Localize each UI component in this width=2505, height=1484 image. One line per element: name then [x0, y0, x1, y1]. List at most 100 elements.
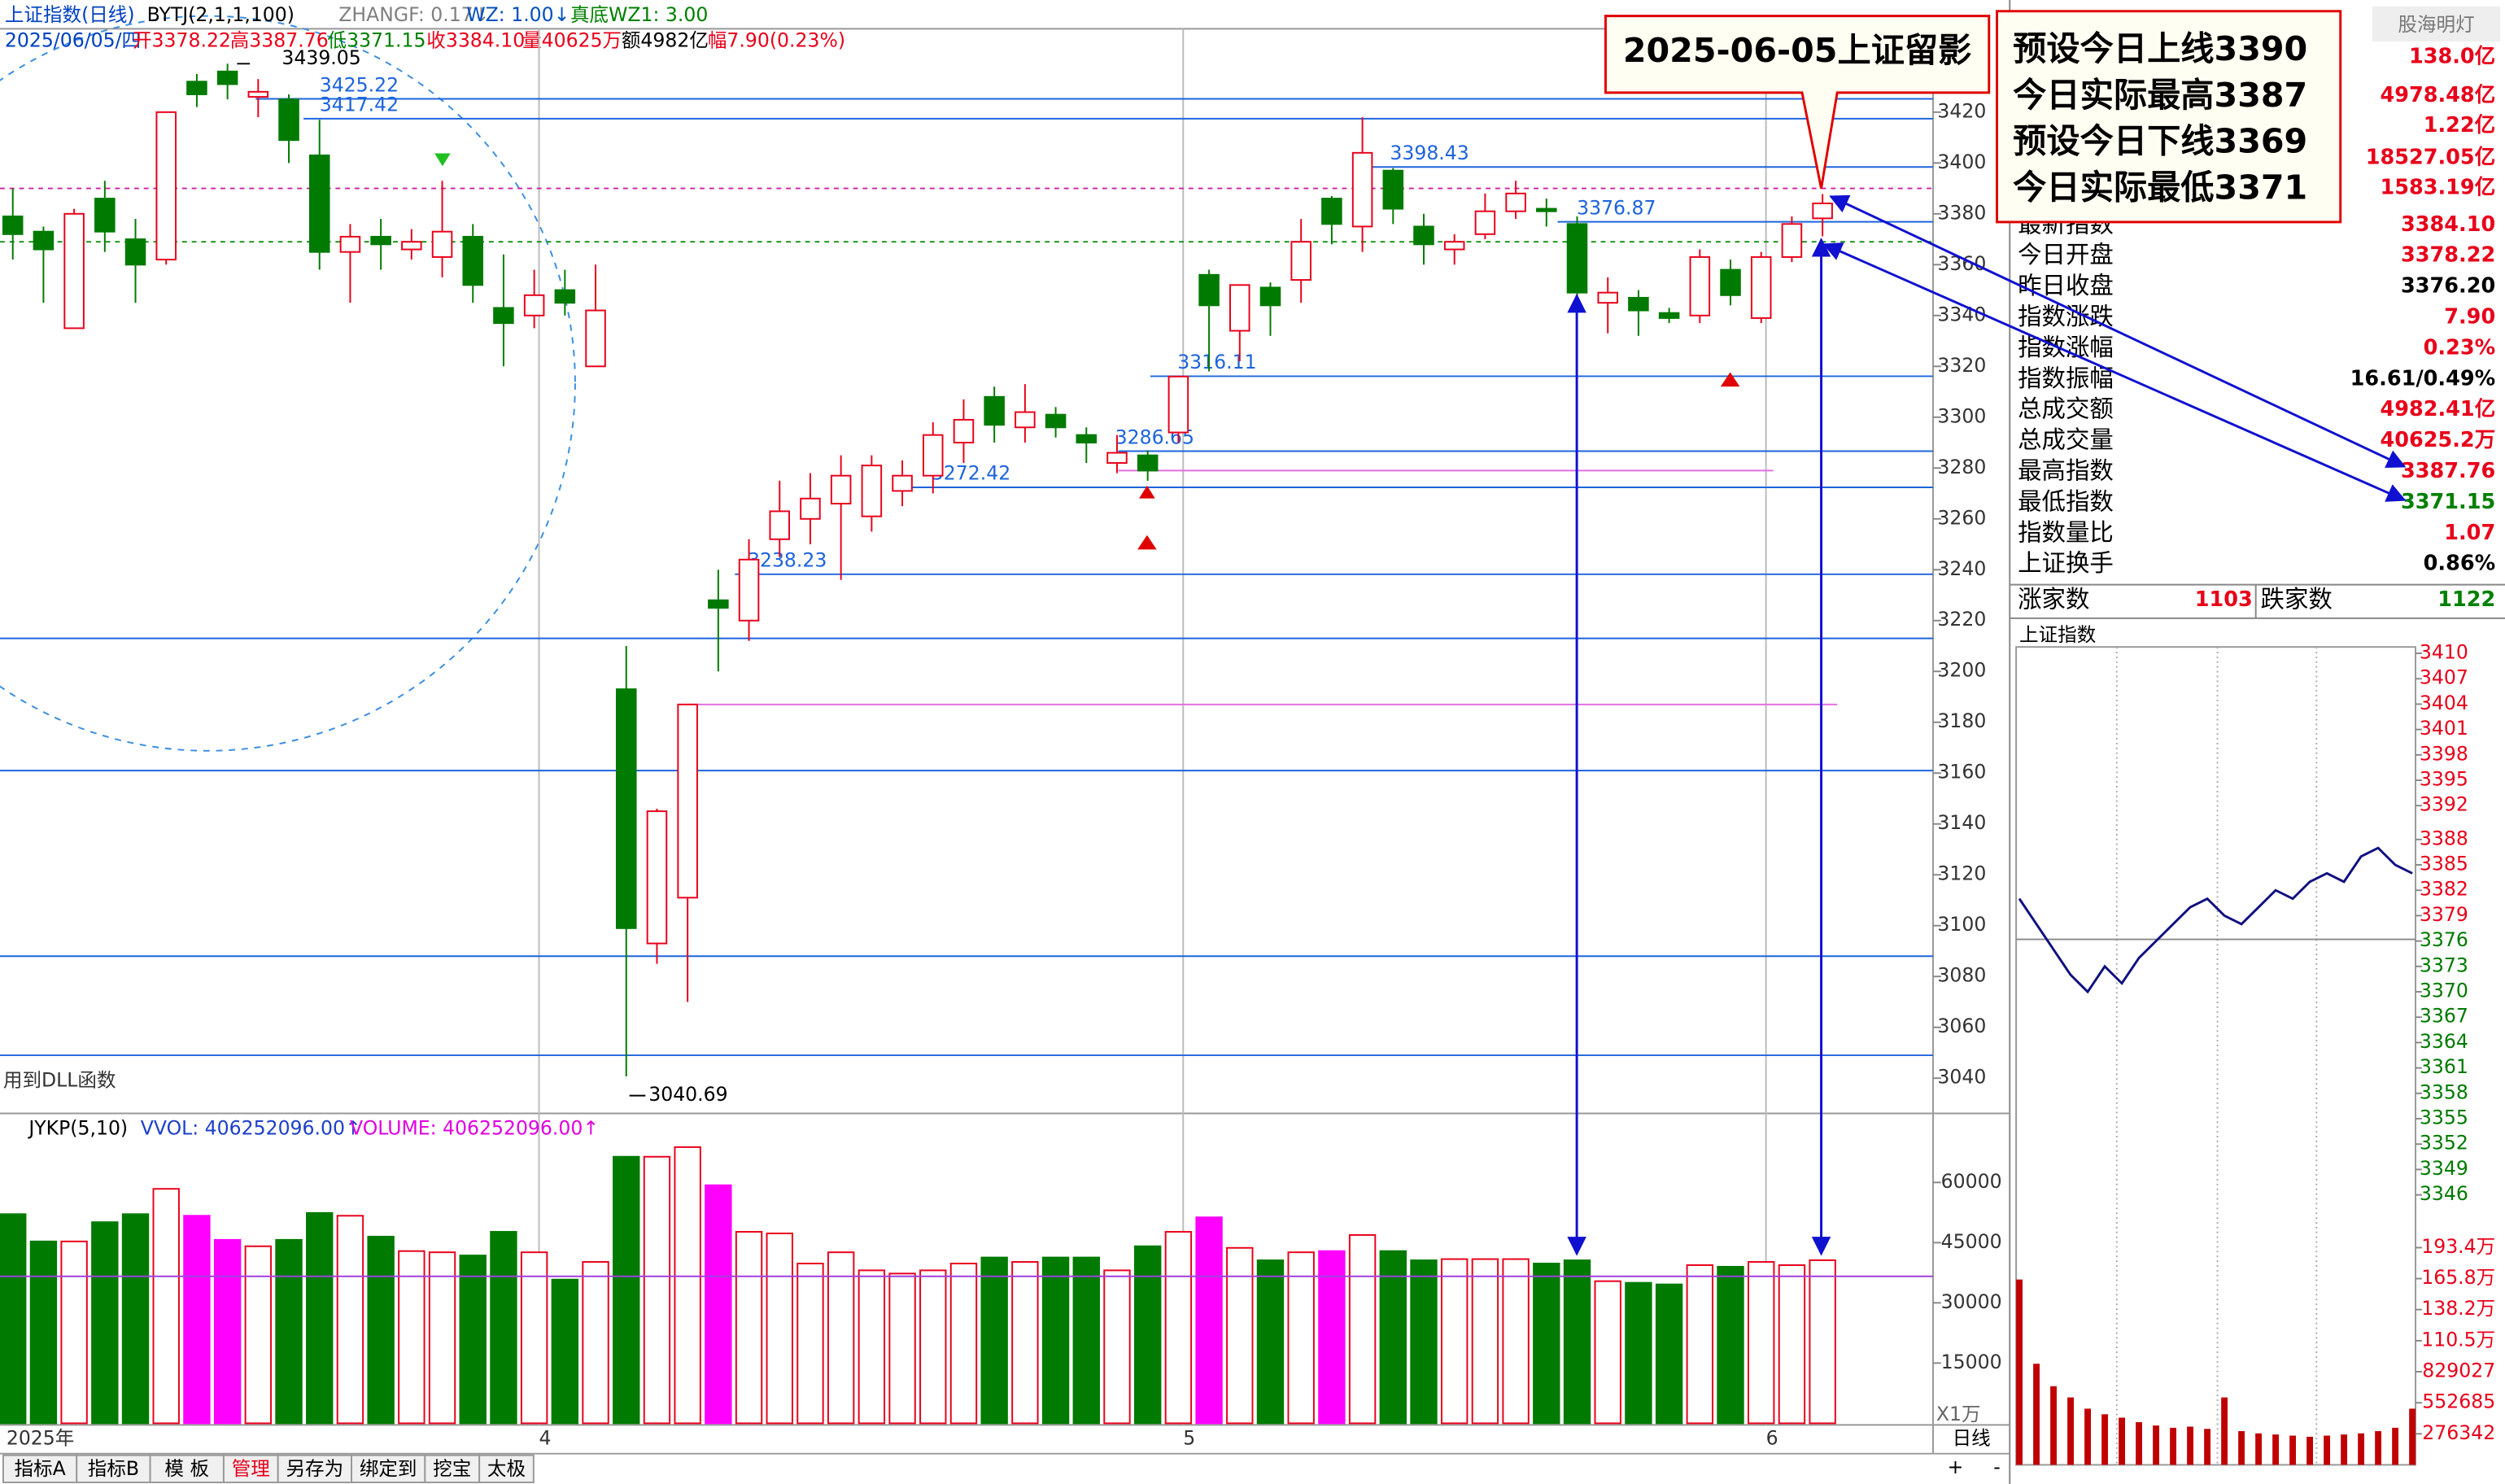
volume-bar — [1686, 1264, 1714, 1425]
toolbar-label[interactable]: 指标B — [88, 1457, 139, 1480]
y-tick-label: 193.4万 — [2421, 1235, 2495, 1258]
candle-body — [462, 235, 484, 286]
candle-body — [1597, 291, 1618, 304]
quote-value: 16.61/0.49% — [2350, 366, 2496, 391]
y-tick-label: 829027 — [2422, 1359, 2495, 1381]
chart-title: 上证指数(日线) — [5, 3, 135, 26]
candle-body — [861, 465, 883, 517]
level-label: 3425.22 — [320, 73, 399, 96]
toolbar-button[interactable] — [76, 1454, 151, 1484]
toolbar-button[interactable] — [222, 1454, 279, 1484]
y-tick-label: 3392 — [2420, 793, 2468, 816]
volume-bar — [1625, 1281, 1652, 1425]
y-tick-label: 60000 — [1941, 1170, 2002, 1193]
volume-bar — [735, 1231, 763, 1425]
candle-body — [1566, 223, 1588, 294]
candle-body — [33, 230, 55, 251]
intraday-volume — [2204, 1429, 2211, 1465]
toolbar-label[interactable]: 指标A — [14, 1457, 65, 1480]
volume-bar — [520, 1251, 548, 1425]
candle-body — [1628, 296, 1649, 312]
volume-bar — [306, 1211, 334, 1425]
volume-bar — [1318, 1250, 1346, 1425]
toolbar-label[interactable]: 模 板 — [164, 1457, 209, 1480]
toolbar-label[interactable]: 管理 — [232, 1457, 270, 1480]
candle-body — [278, 98, 299, 142]
volume-bar — [275, 1238, 303, 1425]
unit-label: X1万 — [1936, 1403, 1981, 1425]
y-tick-label: 3401 — [2420, 717, 2468, 740]
intraday-volume — [2136, 1421, 2142, 1465]
toolbar-button[interactable] — [424, 1454, 481, 1484]
volume-bar — [919, 1269, 947, 1425]
signal — [1720, 372, 1740, 387]
volume-bar — [1133, 1245, 1162, 1425]
zoom-button[interactable]: - — [1993, 1456, 2001, 1478]
volume-bar — [1778, 1264, 1806, 1425]
quote-label: 最高指数 — [2018, 456, 2114, 484]
callout-text: 预设今日上线3390 — [2013, 29, 2307, 68]
breadth-value: 1103 — [2195, 587, 2253, 612]
quote-label: 指数量比 — [2018, 518, 2114, 546]
toolbar-button[interactable] — [478, 1454, 535, 1484]
candle-body — [1658, 312, 1680, 319]
quote-value: 1.22亿 — [2424, 113, 2495, 137]
y-tick-label: 3420 — [1937, 99, 1986, 122]
volume-bar — [858, 1269, 886, 1425]
quote-value: 1.07 — [2444, 521, 2495, 545]
quote-label: 指数涨幅 — [2018, 334, 2114, 361]
candle-body — [830, 474, 852, 505]
candle-body — [1474, 210, 1496, 235]
zoom-button[interactable]: + — [1948, 1456, 1964, 1478]
toolbar-label[interactable]: 挖宝 — [433, 1457, 471, 1480]
volume-bar — [1011, 1261, 1039, 1425]
candle-body — [708, 599, 729, 609]
candle-body — [1198, 273, 1220, 307]
callout-text: 今日实际最低3371 — [2013, 168, 2307, 207]
volume-bar — [705, 1184, 732, 1425]
volume-bar — [674, 1146, 701, 1425]
y-tick-label: 3060 — [1937, 1015, 1986, 1037]
intraday-volume — [2084, 1408, 2091, 1465]
candle-body — [1536, 207, 1557, 212]
candle-body — [401, 241, 422, 251]
y-tick-label: 3140 — [1937, 811, 1986, 834]
volume-bar — [336, 1215, 364, 1425]
signal — [434, 153, 451, 167]
y-tick-label: 3361 — [2420, 1055, 2468, 1078]
volume-bar — [1809, 1259, 1836, 1425]
volume-bar — [1471, 1258, 1499, 1425]
y-tick-label: 3367 — [2420, 1005, 2468, 1028]
intraday-volume — [2289, 1435, 2297, 1465]
period-label: 日线 — [1953, 1427, 1991, 1450]
legend-entry: VOLUME: 406252096.00↑ — [350, 1117, 599, 1140]
candle-body — [1720, 268, 1741, 296]
toolbar-label[interactable]: 另存为 — [286, 1457, 344, 1480]
candle-body — [339, 235, 361, 253]
volume-bar — [1379, 1250, 1407, 1425]
volume-bar — [213, 1238, 242, 1425]
quote-label: 指数振幅 — [2018, 364, 2114, 392]
level-label: 3238.23 — [748, 549, 827, 572]
candle-body — [370, 235, 391, 246]
quote-value: 18527.05亿 — [2366, 145, 2496, 169]
y-tick-label: 3220 — [1937, 608, 1986, 631]
candle-body — [1259, 286, 1281, 307]
y-tick-label: 3379 — [2420, 903, 2468, 926]
toolbar-label[interactable]: 太极 — [487, 1457, 526, 1480]
toolbar-label[interactable]: 绑定到 — [360, 1457, 417, 1480]
volume-bar — [766, 1233, 793, 1425]
volume-bar — [551, 1278, 579, 1425]
candle-body — [523, 294, 545, 316]
y-tick-label: 552685 — [2422, 1390, 2495, 1413]
toolbar-button[interactable] — [149, 1454, 225, 1484]
toolbar-button[interactable] — [351, 1454, 426, 1484]
quote-value: 3376.20 — [2401, 274, 2495, 299]
toolbar-button[interactable] — [2, 1454, 78, 1484]
candle-body — [63, 212, 85, 330]
y-tick-label: 3380 — [1937, 201, 1986, 224]
toolbar-button[interactable] — [277, 1454, 352, 1484]
x-tick-label: 6 — [1766, 1427, 1778, 1450]
